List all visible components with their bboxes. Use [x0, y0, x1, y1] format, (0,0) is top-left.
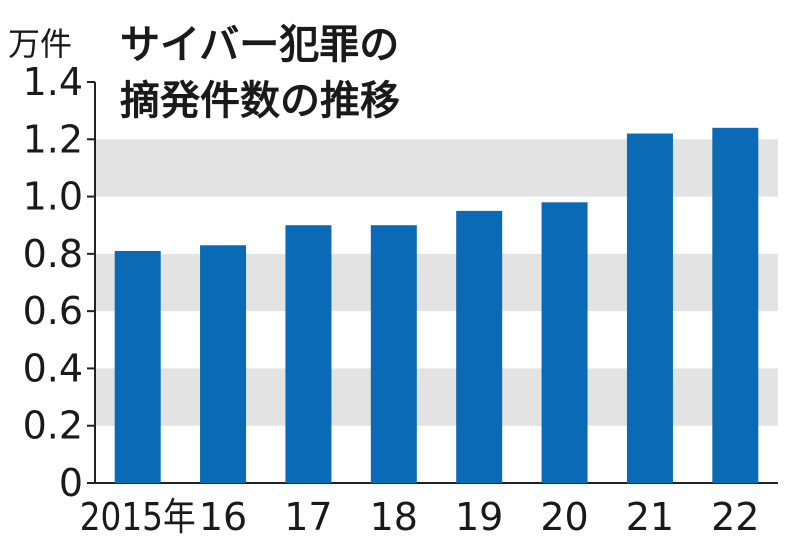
y-tick-label: 0.2 [23, 404, 83, 448]
x-tick-label: 17 [284, 495, 332, 539]
bar [200, 245, 247, 483]
y-tick-label: 1.2 [23, 117, 83, 161]
background-band [95, 368, 778, 426]
y-tick-label: 1.4 [23, 60, 83, 104]
y-tick-label: 0 [59, 461, 83, 505]
y-tick-label: 1.0 [23, 175, 83, 219]
x-tick-label: 18 [370, 495, 418, 539]
bar [541, 202, 588, 484]
x-tick-label: 20 [540, 495, 588, 539]
unit-label: 万件 [8, 25, 72, 63]
x-tick-label: 2015年 [80, 495, 196, 539]
x-tick-label: 16 [199, 495, 247, 539]
x-tick-label: 19 [455, 495, 503, 539]
x-tick-labels: 2015年 16 17 18 19 20 21 22 [80, 495, 760, 539]
x-tick-label: 21 [626, 495, 674, 539]
bar [285, 225, 332, 483]
background-band [95, 139, 778, 197]
x-tick-label: 22 [711, 495, 759, 539]
chart-title-line-1: サイバー犯罪の [120, 22, 399, 68]
y-tick-label: 0.6 [23, 289, 83, 333]
y-tick-label: 0.4 [23, 346, 83, 390]
background-bands [95, 139, 778, 426]
bar [114, 250, 161, 483]
chart-title-line-2: 摘発件数の推移 [120, 78, 400, 124]
y-tick-label: 0.8 [23, 232, 83, 276]
bars [114, 127, 759, 484]
bar [712, 127, 759, 483]
bar [626, 133, 673, 484]
background-band [95, 253, 778, 312]
bar [456, 210, 503, 483]
y-tick-labels: 0 0.2 0.4 0.6 0.8 1.0 1.2 1.4 [23, 60, 83, 505]
bar [370, 225, 417, 483]
